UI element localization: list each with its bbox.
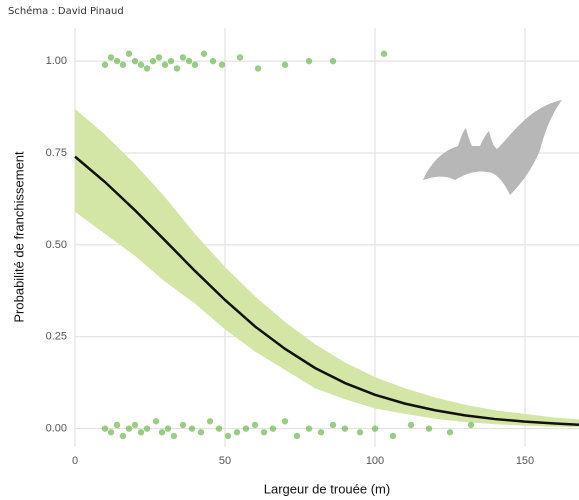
data-point <box>120 433 126 439</box>
data-point <box>219 62 225 68</box>
data-point <box>261 429 267 435</box>
data-point <box>381 51 387 57</box>
data-point <box>282 62 288 68</box>
y-tick-label: 1.00 <box>46 55 67 67</box>
data-point <box>186 58 192 64</box>
data-point <box>252 422 258 428</box>
bat-silhouette <box>423 100 562 195</box>
data-point <box>150 58 156 64</box>
data-point <box>237 54 243 60</box>
data-point <box>192 62 198 68</box>
data-point <box>156 54 162 60</box>
data-point <box>132 58 138 64</box>
y-axis-title: Probabilité de franchissement <box>11 151 26 323</box>
data-point <box>447 429 453 435</box>
data-point <box>306 58 312 64</box>
data-point <box>330 422 336 428</box>
data-point <box>114 422 120 428</box>
data-point <box>408 422 414 428</box>
data-point <box>390 433 396 439</box>
data-point <box>120 62 126 68</box>
data-point <box>243 425 249 431</box>
data-point <box>330 58 336 64</box>
data-point <box>342 425 348 431</box>
data-point <box>114 58 120 64</box>
x-tick-label: 50 <box>219 455 231 467</box>
data-point <box>168 58 174 64</box>
data-point <box>126 425 132 431</box>
data-point <box>126 51 132 57</box>
data-point <box>159 429 165 435</box>
data-point <box>102 62 108 68</box>
data-point <box>201 51 207 57</box>
y-tick-label: 0.00 <box>46 423 67 435</box>
data-point <box>132 422 138 428</box>
x-tick-label: 100 <box>366 455 384 467</box>
data-point <box>372 425 378 431</box>
y-tick-label: 0.25 <box>46 331 67 343</box>
data-point <box>234 429 240 435</box>
x-tick-label: 0 <box>72 455 78 467</box>
data-point <box>138 429 144 435</box>
data-point <box>180 422 186 428</box>
data-point <box>216 425 222 431</box>
data-point <box>174 65 180 71</box>
data-point <box>468 422 474 428</box>
x-tick-label: 150 <box>516 455 534 467</box>
x-axis-title: Largeur de trouée (m) <box>264 481 390 496</box>
credit: Schéma : David Pinaud <box>8 5 124 17</box>
data-point <box>198 429 204 435</box>
data-point <box>162 62 168 68</box>
y-tick-label: 0.75 <box>46 147 67 159</box>
data-point <box>318 429 324 435</box>
data-point <box>270 425 276 431</box>
data-point <box>210 58 216 64</box>
data-point <box>357 429 363 435</box>
data-point <box>102 425 108 431</box>
data-point <box>180 54 186 60</box>
data-point <box>153 418 159 424</box>
data-point <box>225 433 231 439</box>
data-point <box>306 425 312 431</box>
data-point <box>294 433 300 439</box>
data-point <box>144 425 150 431</box>
data-point <box>171 433 177 439</box>
data-point <box>426 425 432 431</box>
data-point <box>282 418 288 424</box>
data-point <box>255 65 261 71</box>
data-point <box>108 54 114 60</box>
data-point <box>189 425 195 431</box>
data-point <box>138 62 144 68</box>
data-point <box>144 65 150 71</box>
data-point <box>165 425 171 431</box>
y-tick-label: 0.50 <box>46 239 67 251</box>
chart: Schéma : David Pinaud 0.00 0.25 0.50 0.75 1.… <box>0 0 579 500</box>
data-point <box>108 429 114 435</box>
data-point <box>207 418 213 424</box>
